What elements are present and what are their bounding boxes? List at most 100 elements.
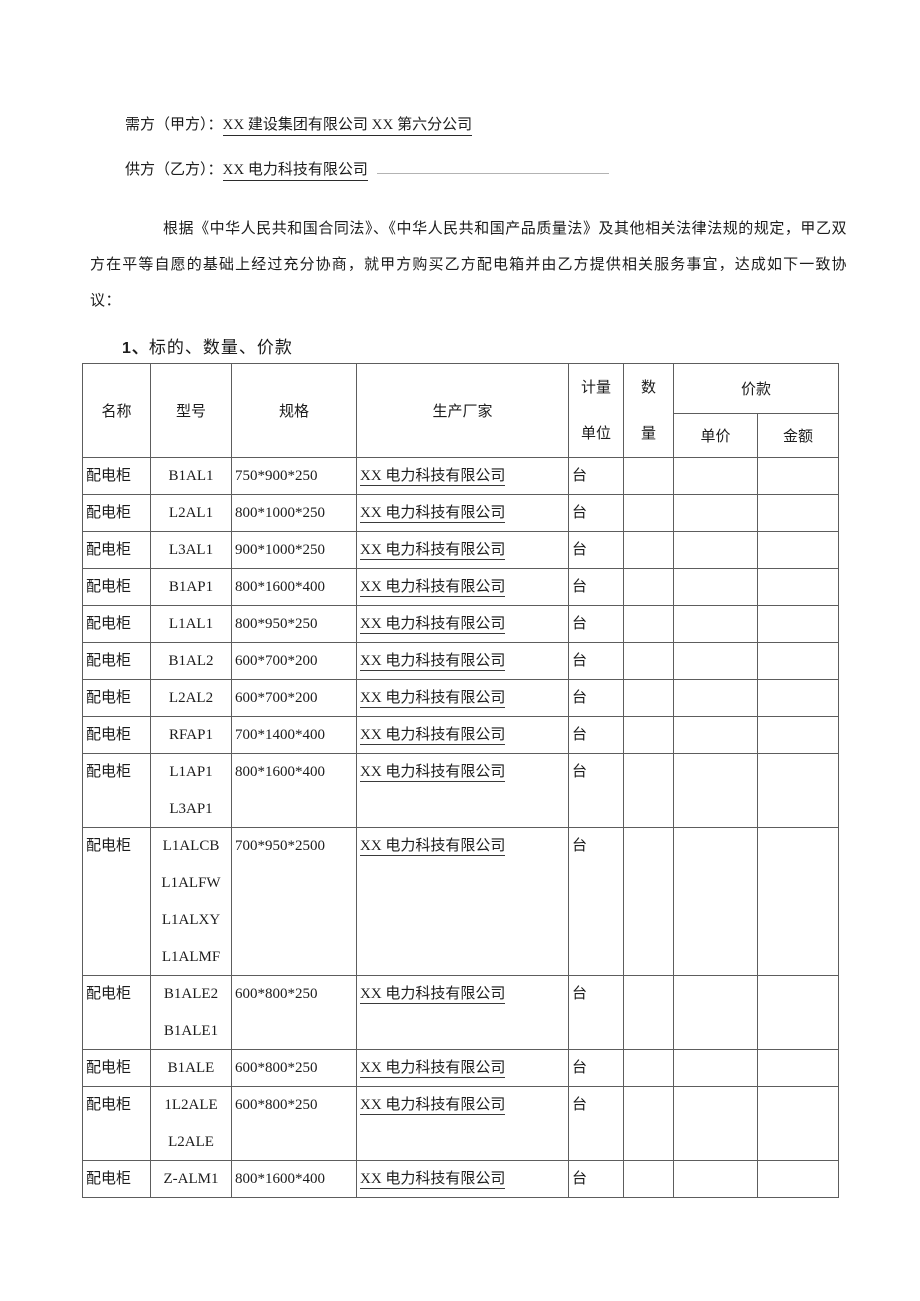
cell-quantity bbox=[623, 1049, 674, 1087]
model-line: B1AL2 bbox=[168, 653, 214, 669]
cell-name: 配电柜 bbox=[82, 642, 151, 680]
manufacturer-text: XX 电力科技有限公司 bbox=[360, 1060, 506, 1078]
cell-manufacturer: XX 电力科技有限公司 bbox=[356, 568, 569, 606]
cell-amount bbox=[756, 605, 840, 643]
cell-name: 配电柜 bbox=[82, 568, 151, 606]
model-line: L3AL1 bbox=[168, 542, 214, 558]
cell-manufacturer: XX 电力科技有限公司 bbox=[356, 494, 569, 532]
cell-unit-price bbox=[673, 642, 758, 680]
manufacturer-text: XX 电力科技有限公司 bbox=[360, 1171, 506, 1189]
cell-unit-price bbox=[673, 716, 758, 754]
cell-model: 1L2ALE L2ALE bbox=[150, 1086, 232, 1161]
cell-spec: 800*1600*400 bbox=[231, 753, 357, 828]
manufacturer-text: XX 电力科技有限公司 bbox=[360, 764, 506, 782]
cell-unit: 台 bbox=[568, 679, 624, 717]
cell-amount bbox=[756, 457, 840, 495]
manufacturer-text: XX 电力科技有限公司 bbox=[360, 1097, 506, 1115]
cell-unit: 台 bbox=[568, 716, 624, 754]
cell-name: 配电柜 bbox=[82, 1086, 151, 1161]
manufacturer-text: XX 电力科技有限公司 bbox=[360, 579, 506, 597]
cell-model: L1ALCB L1ALFW L1ALXY L1ALMF bbox=[150, 827, 232, 976]
manufacturer-text: XX 电力科技有限公司 bbox=[360, 653, 506, 671]
cell-quantity bbox=[623, 1086, 674, 1161]
manufacturer-text: XX 电力科技有限公司 bbox=[360, 727, 506, 745]
cell-spec: 800*950*250 bbox=[231, 605, 357, 643]
model-line: L2AL1 bbox=[168, 505, 214, 521]
cell-spec: 900*1000*250 bbox=[231, 531, 357, 569]
model-line: L1ALFW bbox=[161, 875, 221, 891]
cell-quantity bbox=[623, 716, 674, 754]
cell-unit: 台 bbox=[568, 605, 624, 643]
cell-manufacturer: XX 电力科技有限公司 bbox=[356, 1086, 569, 1161]
cell-unit: 台 bbox=[568, 827, 624, 976]
cell-manufacturer: XX 电力科技有限公司 bbox=[356, 1160, 569, 1198]
cell-quantity bbox=[623, 975, 674, 1050]
cell-model: B1ALE bbox=[150, 1049, 232, 1087]
cell-amount bbox=[756, 827, 840, 976]
intro-paragraph: 根据《中华人民共和国合同法》、《中华人民共和国产品质量法》及其他相关法律法规的规… bbox=[90, 221, 847, 309]
table-row: 配电柜 B1ALE2 B1ALE1 600*800*250 XX 电力科技有限公司… bbox=[82, 975, 840, 1050]
header-name: 名称 bbox=[82, 363, 151, 458]
cell-manufacturer: XX 电力科技有限公司 bbox=[356, 531, 569, 569]
cell-unit-price bbox=[673, 753, 758, 828]
cell-unit: 台 bbox=[568, 753, 624, 828]
cell-name: 配电柜 bbox=[82, 827, 151, 976]
cell-spec: 800*1000*250 bbox=[231, 494, 357, 532]
cell-amount bbox=[756, 531, 840, 569]
manufacturer-text: XX 电力科技有限公司 bbox=[360, 986, 506, 1004]
table-row: 配电柜 L1AP1 L3AP1 800*1600*400 XX 电力科技有限公司 … bbox=[82, 753, 840, 828]
model-line: Z-ALM1 bbox=[163, 1171, 219, 1187]
party-a-value: XX 建设集团有限公司 XX 第六分公司 bbox=[222, 117, 473, 136]
cell-unit-price bbox=[673, 1086, 758, 1161]
goods-table: 名称 型号 规格 生产厂家 计量 单位 数 量 价款 单价 金额 配电柜 bbox=[82, 363, 840, 1198]
cell-unit: 台 bbox=[568, 457, 624, 495]
cell-model: L3AL1 bbox=[150, 531, 232, 569]
table-row: 配电柜 L3AL1 900*1000*250 XX 电力科技有限公司 台 bbox=[82, 531, 840, 569]
header-unit: 计量 单位 bbox=[568, 363, 624, 458]
cell-spec: 600*700*200 bbox=[231, 679, 357, 717]
table-row: 配电柜 L2AL1 800*1000*250 XX 电力科技有限公司 台 bbox=[82, 494, 840, 532]
table-body: 配电柜 B1AL1 750*900*250 XX 电力科技有限公司 台 配电柜 … bbox=[82, 457, 840, 1198]
cell-name: 配电柜 bbox=[82, 716, 151, 754]
cell-model: B1ALE2 B1ALE1 bbox=[150, 975, 232, 1050]
cell-model: L2AL2 bbox=[150, 679, 232, 717]
header-unit-price: 单价 bbox=[673, 413, 758, 458]
cell-unit: 台 bbox=[568, 975, 624, 1050]
table-row: 配电柜 L2AL2 600*700*200 XX 电力科技有限公司 台 bbox=[82, 679, 840, 717]
cell-quantity bbox=[623, 605, 674, 643]
cell-manufacturer: XX 电力科技有限公司 bbox=[356, 605, 569, 643]
cell-unit: 台 bbox=[568, 494, 624, 532]
cell-name: 配电柜 bbox=[82, 457, 151, 495]
cell-unit-price bbox=[673, 568, 758, 606]
model-line: B1ALE1 bbox=[163, 1023, 219, 1039]
cell-amount bbox=[756, 753, 840, 828]
cell-quantity bbox=[623, 457, 674, 495]
cell-quantity bbox=[623, 531, 674, 569]
cell-manufacturer: XX 电力科技有限公司 bbox=[356, 457, 569, 495]
table-row: 配电柜 B1ALE 600*800*250 XX 电力科技有限公司 台 bbox=[82, 1049, 840, 1087]
cell-unit-price bbox=[673, 1160, 758, 1198]
cell-amount bbox=[756, 1086, 840, 1161]
cell-name: 配电柜 bbox=[82, 1160, 151, 1198]
cell-spec: 700*1400*400 bbox=[231, 716, 357, 754]
header-amount: 金额 bbox=[756, 413, 840, 458]
cell-spec: 600*800*250 bbox=[231, 975, 357, 1050]
cell-amount bbox=[756, 1049, 840, 1087]
cell-name: 配电柜 bbox=[82, 605, 151, 643]
cell-quantity bbox=[623, 568, 674, 606]
cell-unit: 台 bbox=[568, 531, 624, 569]
table-row: 配电柜 L1ALCB L1ALFW L1ALXY L1ALMF 700*950*250… bbox=[82, 827, 840, 976]
table-row: 配电柜 B1AL2 600*700*200 XX 电力科技有限公司 台 bbox=[82, 642, 840, 680]
cell-model: L2AL1 bbox=[150, 494, 232, 532]
cell-quantity bbox=[623, 753, 674, 828]
cell-name: 配电柜 bbox=[82, 1049, 151, 1087]
cell-unit: 台 bbox=[568, 1160, 624, 1198]
cell-model: L1AL1 bbox=[150, 605, 232, 643]
cell-name: 配电柜 bbox=[82, 679, 151, 717]
section-heading: 1、标的、数量、价款 bbox=[122, 333, 293, 358]
cell-spec: 700*950*2500 bbox=[231, 827, 357, 976]
cell-manufacturer: XX 电力科技有限公司 bbox=[356, 716, 569, 754]
party-b-value: XX 电力科技有限公司 bbox=[222, 162, 368, 181]
blank-underline bbox=[376, 158, 609, 174]
